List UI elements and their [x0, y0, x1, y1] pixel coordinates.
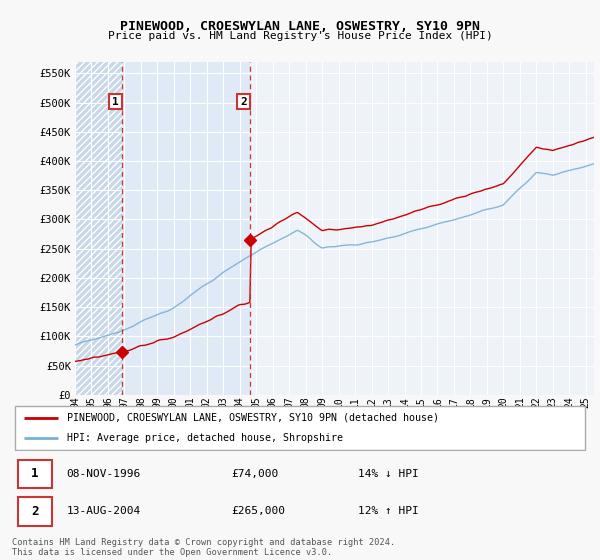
- Text: Price paid vs. HM Land Registry's House Price Index (HPI): Price paid vs. HM Land Registry's House …: [107, 31, 493, 41]
- Text: 1: 1: [31, 468, 39, 480]
- Bar: [75, 62, 122, 395]
- Text: 14% ↓ HPI: 14% ↓ HPI: [358, 469, 418, 479]
- Text: £74,000: £74,000: [231, 469, 278, 479]
- Text: PINEWOOD, CROESWYLAN LANE, OSWESTRY, SY10 9PN: PINEWOOD, CROESWYLAN LANE, OSWESTRY, SY1…: [120, 20, 480, 32]
- Text: 13-AUG-2004: 13-AUG-2004: [67, 506, 141, 516]
- Text: HPI: Average price, detached house, Shropshire: HPI: Average price, detached house, Shro…: [67, 433, 343, 443]
- FancyBboxPatch shape: [18, 497, 52, 526]
- Bar: [75, 62, 122, 395]
- Text: Contains HM Land Registry data © Crown copyright and database right 2024.
This d: Contains HM Land Registry data © Crown c…: [12, 538, 395, 557]
- Text: 1: 1: [112, 96, 119, 106]
- Text: 12% ↑ HPI: 12% ↑ HPI: [358, 506, 418, 516]
- Text: 2: 2: [240, 96, 247, 106]
- Text: 08-NOV-1996: 08-NOV-1996: [67, 469, 141, 479]
- Bar: [122, 62, 250, 395]
- Text: 2: 2: [31, 505, 39, 518]
- Text: £265,000: £265,000: [231, 506, 285, 516]
- Text: PINEWOOD, CROESWYLAN LANE, OSWESTRY, SY10 9PN (detached house): PINEWOOD, CROESWYLAN LANE, OSWESTRY, SY1…: [67, 413, 439, 423]
- FancyBboxPatch shape: [18, 460, 52, 488]
